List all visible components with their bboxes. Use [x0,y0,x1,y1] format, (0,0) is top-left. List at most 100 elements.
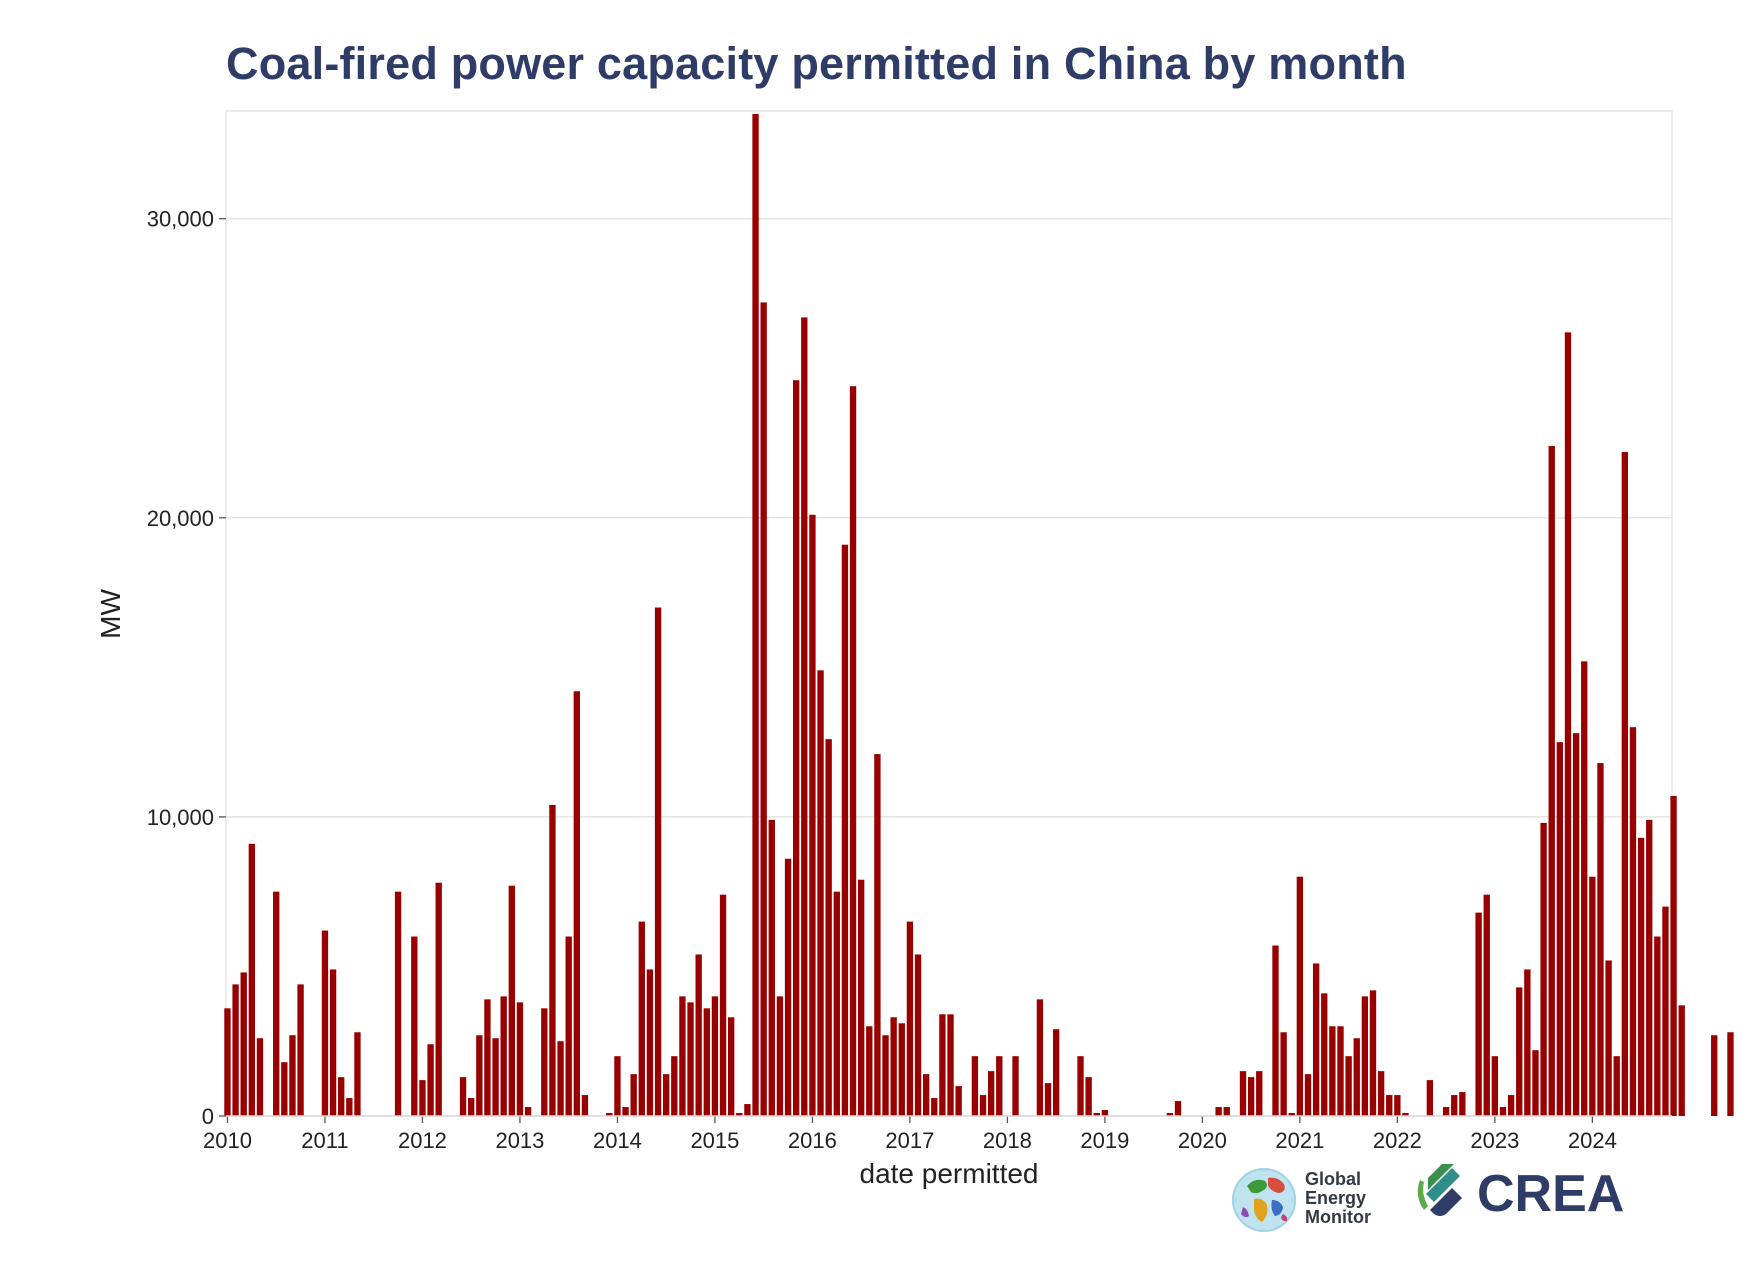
bar-2025-06 [1727,1032,1734,1116]
bar-2020-03 [1215,1107,1222,1116]
bar-2025-04 [1711,1035,1718,1116]
bar-2013-07 [565,936,572,1116]
bar-2023-10 [1564,332,1572,1117]
bar-2014-05 [646,969,654,1116]
bar-2017-06 [947,1014,954,1116]
bar-2014-06 [654,607,662,1116]
bar-2013-01 [516,1002,524,1116]
bar-2014-09 [679,996,686,1116]
bar-2018-05 [1036,999,1044,1116]
y-axis-title: MW [95,589,126,639]
x-tick-label: 2020 [1178,1128,1227,1153]
bar-2022-09 [1459,1092,1466,1116]
y-axis: 0 10,000 20,000 30,000 [147,207,226,1129]
x-tick-label: 2021 [1275,1128,1324,1153]
bar-2015-01 [711,996,719,1116]
bar-2022-12 [1483,894,1490,1116]
bar-2021-01 [1296,876,1304,1116]
bar-2020-12 [1288,1113,1295,1116]
bar-2023-06 [1532,1050,1539,1116]
bar-2022-08 [1451,1095,1458,1116]
x-tick-label: 2015 [690,1128,739,1153]
x-tick-label: 2018 [983,1128,1032,1153]
bar-2024-02 [1597,763,1604,1116]
bar-2014-04 [638,921,645,1116]
bar-2011-05 [354,1032,361,1116]
bar-2016-08 [866,1026,873,1116]
bar-2022-07 [1442,1107,1450,1116]
bar-2015-09 [776,996,784,1116]
bar-2020-07 [1247,1077,1255,1116]
bar-2015-10 [784,858,792,1116]
bar-2016-05 [841,544,849,1116]
x-tick-label: 2010 [203,1128,252,1153]
bar-2018-12 [1093,1113,1100,1116]
bar-2016-01 [809,514,816,1116]
bar-2017-04 [931,1098,938,1116]
bar-2011-01 [321,930,329,1116]
global-energy-monitor-logo: Global Energy Monitor [1232,1168,1371,1232]
bar-2022-05 [1426,1080,1434,1116]
bar-2017-11 [987,1071,995,1116]
x-tick-label: 2012 [398,1128,447,1153]
bar-2014-10 [687,1002,694,1116]
bar-2012-09 [484,999,491,1116]
x-tick-label: 2014 [593,1128,642,1153]
bar-2021-08 [1353,1038,1360,1116]
bar-2024-05 [1621,451,1629,1117]
crea-mark-icon [1417,1164,1462,1216]
globe-icon [1232,1168,1296,1232]
bar-2011-03 [338,1077,345,1116]
x-axis-title: date permitted [860,1158,1039,1189]
gem-line-3: Monitor [1305,1207,1371,1227]
bar-2021-02 [1304,1074,1312,1117]
bar-2017-03 [922,1074,930,1117]
x-tick-label: 2019 [1080,1128,1129,1153]
bar-2024-07 [1637,837,1645,1116]
bar-2016-12 [898,1023,905,1116]
bar-2012-03 [435,882,442,1116]
bar-2011-04 [346,1098,353,1116]
bar-2012-01 [419,1080,426,1116]
bar-2012-08 [476,1035,483,1116]
plot-panel [225,110,1673,1117]
bar-2012-06 [459,1077,467,1116]
bar-2013-04 [541,1008,548,1116]
bar-2011-10 [394,891,402,1116]
bar-2024-08 [1646,819,1653,1116]
crea-text: CREA [1477,1165,1624,1223]
bar-2021-03 [1312,963,1320,1116]
bar-2020-08 [1256,1071,1263,1116]
bar-2024-10 [1662,906,1669,1117]
bar-2019-01 [1101,1110,1109,1116]
bar-2016-09 [874,754,881,1116]
bar-2023-07 [1540,822,1547,1117]
y-tick-label: 0 [202,1104,214,1129]
bar-2020-04 [1223,1107,1230,1116]
x-tick-label: 2013 [495,1128,544,1153]
bar-2021-10 [1369,990,1377,1117]
bar-2015-03 [728,1017,735,1116]
bar-2013-12 [606,1113,613,1116]
bar-2018-07 [1052,1029,1060,1116]
x-tick-label: 2022 [1373,1128,1422,1153]
bar-2016-07 [857,879,865,1116]
bar-2017-02 [914,954,922,1116]
bar-2010-01 [224,1008,231,1116]
gridlines [226,217,1672,818]
bar-2023-12 [1581,661,1588,1116]
bar-2024-09 [1654,936,1661,1116]
bar-2024-11 [1670,795,1677,1116]
x-tick-label: 2024 [1568,1128,1617,1153]
bar-2014-03 [630,1074,637,1117]
bar-2023-03 [1507,1095,1515,1116]
bar-2020-11 [1280,1032,1287,1116]
bar-2010-08 [281,1062,288,1116]
bar-2020-10 [1272,945,1279,1116]
bar-2022-02 [1402,1113,1409,1116]
y-tick-label: 30,000 [147,207,214,232]
chart-title: Coal-fired power capacity permitted in C… [226,38,1407,89]
bar-2015-07 [760,302,767,1116]
